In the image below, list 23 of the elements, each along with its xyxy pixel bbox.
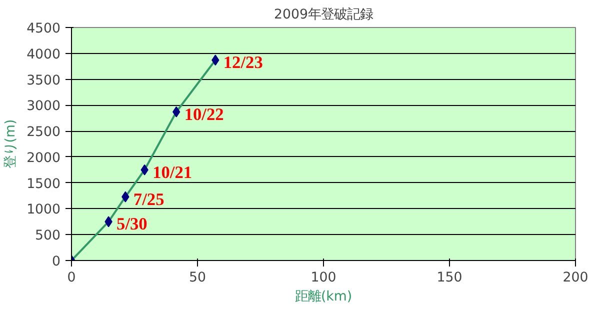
y-tick-label: 1500 <box>26 176 61 192</box>
y-tick-label: 3000 <box>26 99 61 114</box>
y-tick-label: 2000 <box>26 150 61 166</box>
y-tick-label: 1000 <box>26 202 61 218</box>
x-tick-label: 0 <box>67 270 76 286</box>
y-tick-label: 500 <box>35 228 61 244</box>
annotation: 7/25 <box>133 190 165 209</box>
annotation: 10/21 <box>152 162 192 182</box>
chart-title: 2009年登破記録 <box>274 8 373 22</box>
x-tick-label: 200 <box>562 270 588 286</box>
x-tick-label: 50 <box>189 270 206 286</box>
y-axis-title: 登り(m) <box>4 119 19 169</box>
x-axis-title: 距離(km) <box>294 290 352 304</box>
annotation: 5/30 <box>116 214 148 234</box>
x-tick-label: 100 <box>310 270 336 286</box>
y-tick-label: 4500 <box>26 22 61 36</box>
y-tick-label: 0 <box>52 254 61 270</box>
y-tick-label: 4000 <box>26 47 61 62</box>
x-tick-label: 150 <box>436 270 462 286</box>
annotation: 12/23 <box>223 53 264 72</box>
y-tick-label: 2500 <box>26 125 61 140</box>
annotation: 10/22 <box>184 104 224 124</box>
y-tick-label: 3500 <box>26 73 61 88</box>
